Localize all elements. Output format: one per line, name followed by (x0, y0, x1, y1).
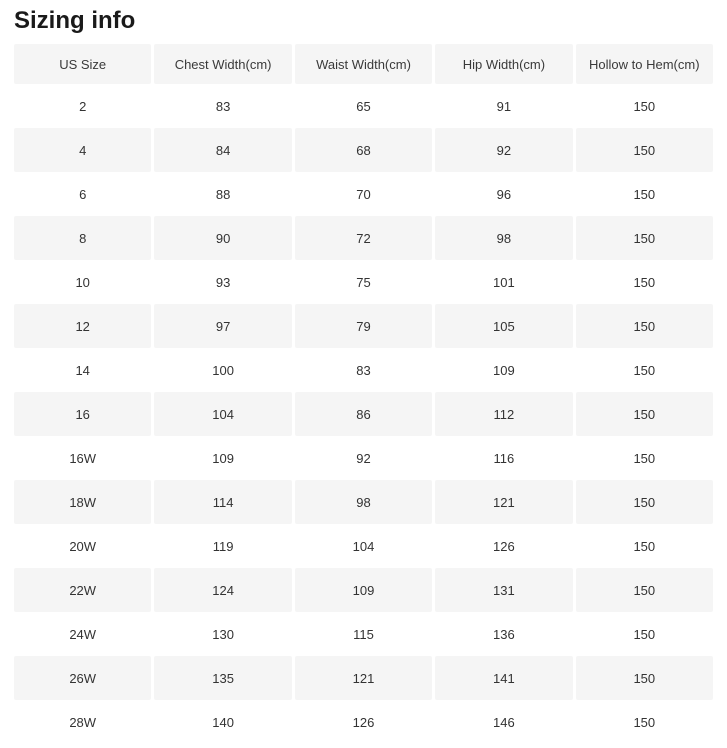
table-cell: 91 (435, 84, 573, 128)
table-cell: 105 (435, 304, 573, 348)
table-cell: 92 (435, 128, 573, 172)
table-cell: 150 (575, 392, 713, 436)
table-cell: 150 (575, 348, 713, 392)
table-cell: 150 (575, 568, 713, 612)
table-cell: 72 (294, 216, 433, 260)
table-row: 14 100 83 109 150 (14, 348, 713, 392)
table-cell: 84 (154, 128, 292, 172)
page-title: Sizing info (14, 7, 136, 34)
table-cell: 121 (294, 656, 433, 700)
table-header-cell: US Size (14, 44, 152, 84)
table-cell: 86 (294, 392, 433, 436)
table-cell: 109 (294, 568, 433, 612)
table-cell: 146 (435, 700, 573, 744)
table-cell: 150 (575, 656, 713, 700)
table-cell: 10 (14, 260, 152, 304)
table-cell: 93 (154, 260, 292, 304)
table-row: 16W 109 92 116 150 (14, 436, 713, 480)
table-cell: 26W (14, 656, 152, 700)
table-cell: 150 (575, 216, 713, 260)
table-cell: 131 (435, 568, 573, 612)
table-cell: 130 (154, 612, 292, 656)
table-cell: 83 (154, 84, 292, 128)
table-cell: 16 (14, 392, 152, 436)
table-row: 28W 140 126 146 150 (14, 700, 713, 744)
table-cell: 92 (294, 436, 433, 480)
table-row: 20W 119 104 126 150 (14, 524, 713, 568)
table-cell: 150 (575, 84, 713, 128)
table-cell: 109 (435, 348, 573, 392)
table-header-cell: Waist Width(cm) (294, 44, 433, 84)
table-cell: 4 (14, 128, 152, 172)
table-cell: 65 (294, 84, 433, 128)
table-cell: 8 (14, 216, 152, 260)
table-cell: 22W (14, 568, 152, 612)
table-cell: 116 (435, 436, 573, 480)
table-header-row: US Size Chest Width(cm) Waist Width(cm) Hip… (14, 44, 713, 84)
table-row: 24W 130 115 136 150 (14, 612, 713, 656)
table-cell: 12 (14, 304, 152, 348)
table-cell: 24W (14, 612, 152, 656)
table-row: 26W 135 121 141 150 (14, 656, 713, 700)
table-row: 8 90 72 98 150 (14, 216, 713, 260)
table-cell: 6 (14, 172, 152, 216)
table-cell: 2 (14, 84, 152, 128)
table-cell: 121 (435, 480, 573, 524)
table-row: 10 93 75 101 150 (14, 260, 713, 304)
table-row: 4 84 68 92 150 (14, 128, 713, 172)
table-cell: 68 (294, 128, 433, 172)
table-header-cell: Hollow to Hem(cm) (575, 44, 713, 84)
table-cell: 150 (575, 260, 713, 304)
table-cell: 112 (435, 392, 573, 436)
table-cell: 101 (435, 260, 573, 304)
table-cell: 115 (294, 612, 433, 656)
table-cell: 150 (575, 700, 713, 744)
table-cell: 98 (294, 480, 433, 524)
table-cell: 136 (435, 612, 573, 656)
table-row: 22W 124 109 131 150 (14, 568, 713, 612)
table-cell: 124 (154, 568, 292, 612)
table-cell: 79 (294, 304, 433, 348)
table-cell: 90 (154, 216, 292, 260)
table-row: 6 88 70 96 150 (14, 172, 713, 216)
table-cell: 126 (294, 700, 433, 744)
table-cell: 98 (435, 216, 573, 260)
table-cell: 150 (575, 480, 713, 524)
table-cell: 20W (14, 524, 152, 568)
table-header-cell: Chest Width(cm) (154, 44, 292, 84)
table-row: 2 83 65 91 150 (14, 84, 713, 128)
table-cell: 150 (575, 524, 713, 568)
table-cell: 104 (294, 524, 433, 568)
table-cell: 28W (14, 700, 152, 744)
table-cell: 135 (154, 656, 292, 700)
table-cell: 109 (154, 436, 292, 480)
table-cell: 126 (435, 524, 573, 568)
table-row: 18W 114 98 121 150 (14, 480, 713, 524)
table-row: 16 104 86 112 150 (14, 392, 713, 436)
table-cell: 150 (575, 612, 713, 656)
table-cell: 18W (14, 480, 152, 524)
table-cell: 75 (294, 260, 433, 304)
table-cell: 150 (575, 304, 713, 348)
table-cell: 88 (154, 172, 292, 216)
table-cell: 140 (154, 700, 292, 744)
table-cell: 104 (154, 392, 292, 436)
table-cell: 150 (575, 128, 713, 172)
table-cell: 150 (575, 436, 713, 480)
table-row: 12 97 79 105 150 (14, 304, 713, 348)
table-cell: 70 (294, 172, 433, 216)
table-cell: 114 (154, 480, 292, 524)
table-cell: 150 (575, 172, 713, 216)
table-header-cell: Hip Width(cm) (435, 44, 573, 84)
table-cell: 141 (435, 656, 573, 700)
table-cell: 16W (14, 436, 152, 480)
table-cell: 100 (154, 348, 292, 392)
table-cell: 119 (154, 524, 292, 568)
table-cell: 97 (154, 304, 292, 348)
sizing-table: US Size Chest Width(cm) Waist Width(cm) Hip… (14, 44, 713, 744)
table-cell: 96 (435, 172, 573, 216)
table-cell: 14 (14, 348, 152, 392)
table-cell: 83 (294, 348, 433, 392)
